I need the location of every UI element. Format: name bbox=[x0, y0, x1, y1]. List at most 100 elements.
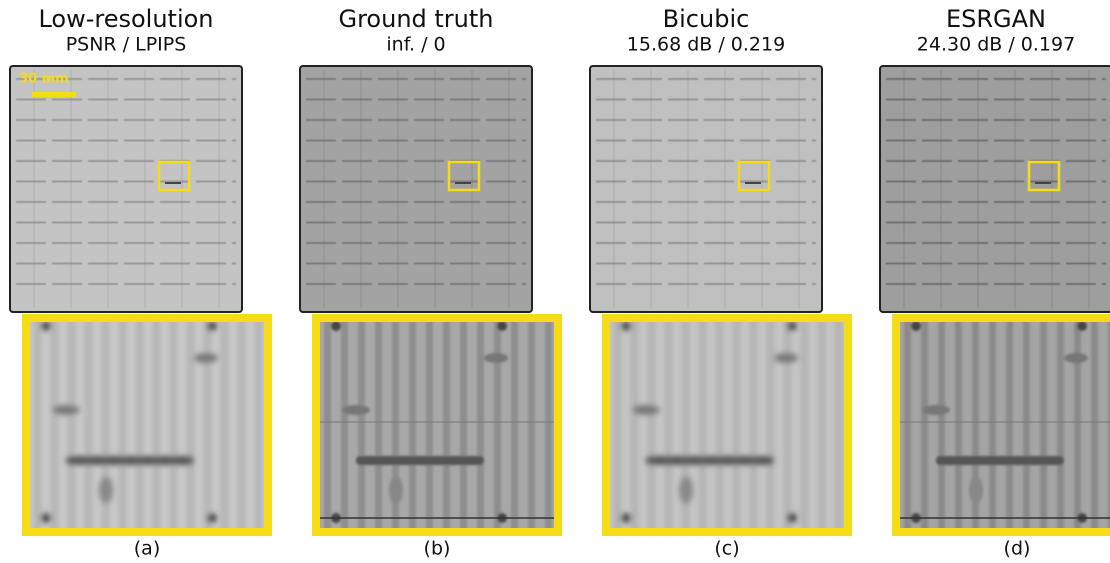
stripe bbox=[136, 318, 143, 532]
defect-spot bbox=[52, 405, 80, 415]
panel-metrics: PSNR / LPIPS bbox=[66, 34, 187, 56]
defect-spot bbox=[774, 353, 798, 363]
panel-label: (c) bbox=[714, 538, 739, 560]
zoom-border bbox=[892, 314, 1110, 536]
roi-box bbox=[157, 160, 191, 192]
stripe bbox=[767, 318, 774, 532]
zoom-texture bbox=[904, 318, 1110, 532]
defect-spot bbox=[194, 353, 218, 363]
defect-spot bbox=[342, 405, 370, 415]
contact-dot bbox=[41, 513, 51, 523]
stripe bbox=[119, 318, 126, 532]
stripe bbox=[170, 318, 177, 532]
zoom-image bbox=[22, 314, 272, 536]
cell-grid bbox=[886, 70, 1106, 308]
stripe bbox=[528, 318, 535, 532]
cell-border bbox=[879, 65, 1110, 313]
defect-bar bbox=[356, 456, 484, 465]
contact-dot bbox=[787, 321, 797, 331]
contact-dot bbox=[331, 321, 341, 331]
contact-dot bbox=[497, 321, 507, 331]
stripe bbox=[511, 318, 518, 532]
roi-box bbox=[1027, 160, 1061, 192]
defect-spot bbox=[632, 405, 660, 415]
stripe bbox=[102, 318, 109, 532]
stripe bbox=[801, 318, 808, 532]
cell-image bbox=[879, 65, 1110, 313]
stripe bbox=[204, 318, 211, 532]
stripe bbox=[221, 318, 228, 532]
stripe bbox=[375, 318, 382, 532]
scale-bar-label: 30 mm bbox=[19, 72, 69, 87]
stripe bbox=[358, 318, 365, 532]
defect-spot bbox=[389, 476, 403, 504]
zoom-texture bbox=[324, 318, 552, 532]
stripe bbox=[904, 318, 911, 532]
stripe bbox=[989, 318, 996, 532]
panel-title: Ground truth bbox=[338, 5, 493, 33]
stripe bbox=[1006, 318, 1013, 532]
cell-border bbox=[589, 65, 823, 313]
defect-bar bbox=[66, 456, 194, 465]
panel-title: Bicubic bbox=[663, 5, 750, 33]
cell-image: 30 mm bbox=[9, 65, 243, 313]
stripe bbox=[392, 318, 399, 532]
zoom-border bbox=[312, 314, 562, 536]
panel-title: ESRGAN bbox=[946, 5, 1046, 33]
stripe bbox=[938, 318, 945, 532]
cell-image bbox=[299, 65, 533, 313]
stripe bbox=[341, 318, 348, 532]
defect-bar bbox=[646, 456, 774, 465]
roi-box bbox=[447, 160, 481, 192]
panel-label: (d) bbox=[1004, 538, 1031, 560]
contact-dot bbox=[1077, 321, 1087, 331]
stripe bbox=[460, 318, 467, 532]
stripe bbox=[955, 318, 962, 532]
stripe bbox=[1040, 318, 1047, 532]
panel-metrics: inf. / 0 bbox=[386, 34, 445, 56]
defect-bar bbox=[936, 456, 1064, 465]
stripe bbox=[784, 318, 791, 532]
zoom-image bbox=[892, 314, 1110, 536]
stripe bbox=[699, 318, 706, 532]
stripe bbox=[972, 318, 979, 532]
zoom-image bbox=[602, 314, 852, 536]
panel-metrics: 15.68 dB / 0.219 bbox=[627, 34, 785, 56]
stripe bbox=[477, 318, 484, 532]
stripe bbox=[716, 318, 723, 532]
cell-image bbox=[589, 65, 823, 313]
stripe bbox=[255, 318, 262, 532]
cell-background bbox=[300, 66, 532, 312]
stripe bbox=[1057, 318, 1064, 532]
stripe bbox=[665, 318, 672, 532]
defect-spot bbox=[99, 476, 113, 504]
stripe bbox=[85, 318, 92, 532]
defect-spot bbox=[922, 405, 950, 415]
defect-spot bbox=[969, 476, 983, 504]
panel-metrics: 24.30 dB / 0.197 bbox=[917, 34, 1075, 56]
zoom-border bbox=[22, 314, 272, 536]
stripe bbox=[153, 318, 160, 532]
stripe bbox=[648, 318, 655, 532]
cell-grid bbox=[16, 70, 236, 308]
cell-border bbox=[9, 65, 243, 313]
cell-grid bbox=[596, 70, 816, 308]
stripe bbox=[545, 318, 552, 532]
stripe bbox=[835, 318, 842, 532]
stripe bbox=[750, 318, 757, 532]
contact-dot bbox=[207, 321, 217, 331]
defect-spot bbox=[1064, 353, 1088, 363]
stripe bbox=[733, 318, 740, 532]
contact-dot bbox=[787, 513, 797, 523]
contact-dot bbox=[911, 321, 921, 331]
stripe bbox=[494, 318, 501, 532]
defect-spot bbox=[679, 476, 693, 504]
roi-box bbox=[737, 160, 771, 192]
cell-background bbox=[10, 66, 242, 312]
stripe bbox=[187, 318, 194, 532]
